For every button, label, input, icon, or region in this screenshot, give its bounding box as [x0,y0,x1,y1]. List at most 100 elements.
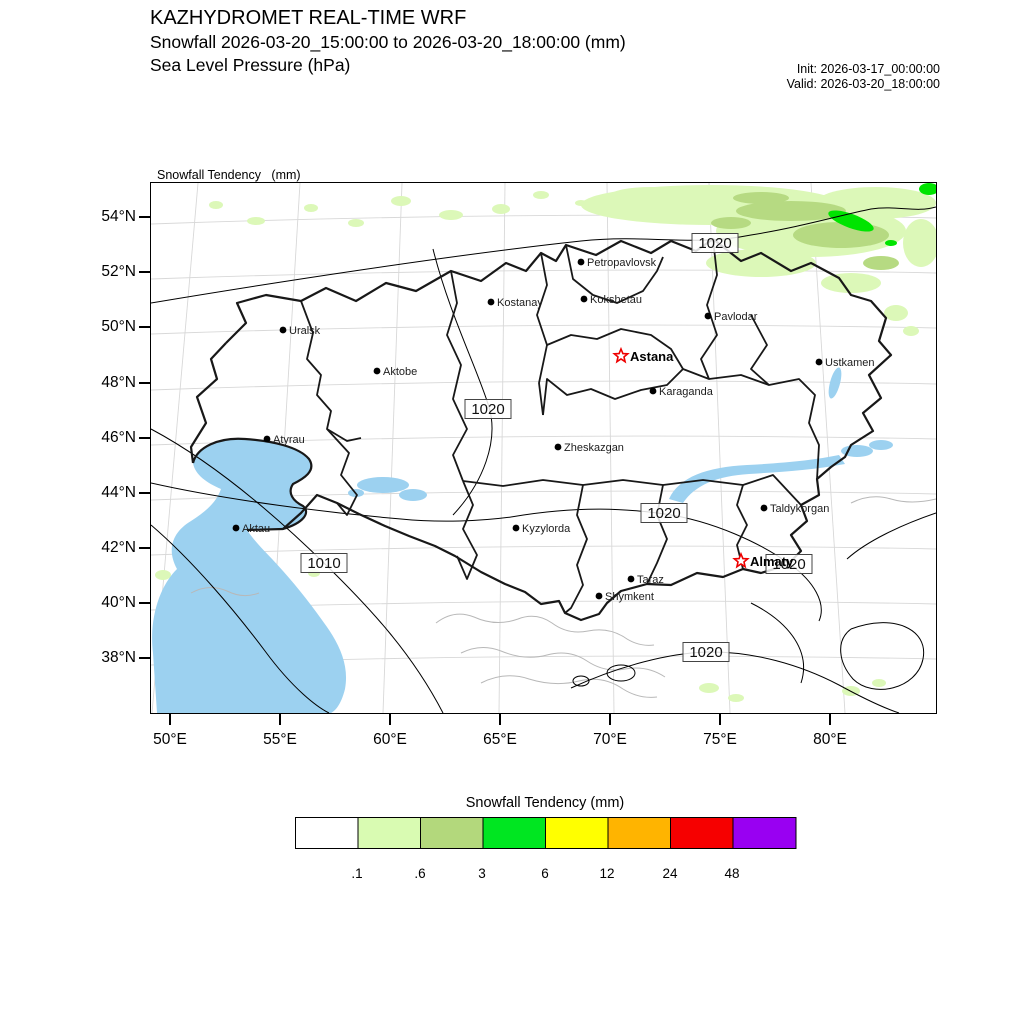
city-marker [554,443,562,451]
oblast-borders [300,238,820,614]
admin-borders [189,237,893,622]
city-marker [512,524,520,532]
lat-tick-label: 42°N [101,539,136,556]
header-snowfall-line: Snowfall 2026-03-20_15:00:00 to 2026-03-… [150,32,626,52]
lat-tick-label: 38°N [101,649,136,666]
lon-tick [389,713,391,725]
aral-sea [357,477,409,493]
lon-tick [279,713,281,725]
pressure-label: 1020 [464,399,512,419]
city-marker [627,575,635,583]
colorbar-segment [732,817,797,849]
city-label: Pavlodar [714,311,758,323]
lake-zaysan [828,367,842,399]
lat-tick [139,437,150,439]
city-marker [232,524,240,532]
city-marker [595,592,603,600]
city-label: Taldykorgan [770,503,829,515]
colorbar-tick-label: 12 [599,866,615,881]
lat-tick-label: 54°N [101,208,136,225]
lon-tick [609,713,611,725]
lat-tick-label: 46°N [101,429,136,446]
lat-tick [139,271,150,273]
lat-tick-label: 40°N [101,594,136,611]
city-marker [760,504,768,512]
pressure-label: 1020 [691,233,739,253]
lat-tick [139,326,150,328]
pressure-label-group: 1020 1020 1020 1010 1020 1020 [300,233,813,662]
pressure-label: 1020 [682,642,730,662]
colorbar-tick-label: 3 [478,866,486,881]
colorbar-segment [295,817,359,849]
colorbar-tick-label: .1 [351,866,363,881]
lon-tick-label: 50°E [153,731,187,748]
lon-tick-label: 70°E [593,731,627,748]
colorbar-segment [607,817,671,849]
kazakhstan-outer-border [225,237,893,622]
lake-balkhash [669,455,845,503]
city-label: Karaganda [659,386,714,398]
lon-tick-label: 60°E [373,731,407,748]
city-label: Kyzylorda [522,523,571,535]
svg-text:1020: 1020 [689,644,722,661]
city-marker [279,326,287,334]
water-bodies [152,367,893,713]
lake-alakol [869,440,893,450]
capital-label: Almaty [750,554,794,569]
city-label: Kostanay [497,297,543,309]
map-canvas: 1020 1020 1020 1010 1020 1020 [150,182,937,714]
lat-tick-label: 44°N [101,484,136,501]
caspian-coast-border [191,437,313,532]
city-marker [263,435,271,443]
lon-tick [499,713,501,725]
lon-tick-label: 65°E [483,731,517,748]
colorbar-tick-label: 48 [724,866,740,881]
city-label: Kokshetau [590,294,642,306]
lat-tick [139,547,150,549]
svg-text:1020: 1020 [647,505,680,522]
city-label: Taraz [637,574,664,586]
colorbar-segment [357,817,421,849]
lon-tick-label: 55°E [263,731,297,748]
pressure-label: 1020 [765,554,813,574]
lat-tick [139,602,150,604]
pressure-label: 1020 [640,503,688,523]
colorbar [295,817,797,849]
city-label: Aktau [242,523,270,535]
city-label: Zheskazgan [564,442,624,454]
city-marker [577,258,585,266]
page-title: KAZHYDROMET REAL-TIME WRF [150,7,467,29]
colorbar-segment [670,817,734,849]
lon-tick [719,713,721,725]
city-label: Ustkamen [825,357,875,369]
city-marker [815,358,823,366]
header: KAZHYDROMET REAL-TIME WRF Snowfall 2026-… [150,6,626,77]
lat-tick-label: 50°N [101,318,136,335]
colorbar-tick-label: 6 [541,866,549,881]
city-label: Atyrau [273,434,305,446]
lat-tick-label: 48°N [101,374,136,391]
colorbar-segment [545,817,609,849]
lat-tick [139,216,150,218]
lat-tick-label: 52°N [101,263,136,280]
lon-tick [169,713,171,725]
colorbar-tick-label: .6 [414,866,426,881]
city-label: Uralsk [289,325,321,337]
lon-tick [829,713,831,725]
lon-tick-label: 80°E [813,731,847,748]
lat-tick [139,382,150,384]
kazakhstan-outer-border [189,342,227,464]
svg-text:1020: 1020 [772,556,805,573]
lon-tick-label: 75°E [703,731,737,748]
caspian-sea [152,438,347,713]
svg-text:1010: 1010 [307,555,340,572]
city-label: Shymkent [605,591,654,603]
valid-time: Valid: 2026-03-20_18:00:00 [786,77,940,91]
run-times: Init: 2026-03-17_00:00:00 Valid: 2026-03… [787,62,940,92]
capital-star-icon [613,348,629,363]
capital-label: Astana [630,349,674,364]
legend-line-snowfall: Snowfall Tendency (mm) [157,168,301,182]
terrain-contours [190,496,936,698]
city-markers: Petropavlovsk Kostanay Kokshetau Pavloda… [232,257,875,603]
